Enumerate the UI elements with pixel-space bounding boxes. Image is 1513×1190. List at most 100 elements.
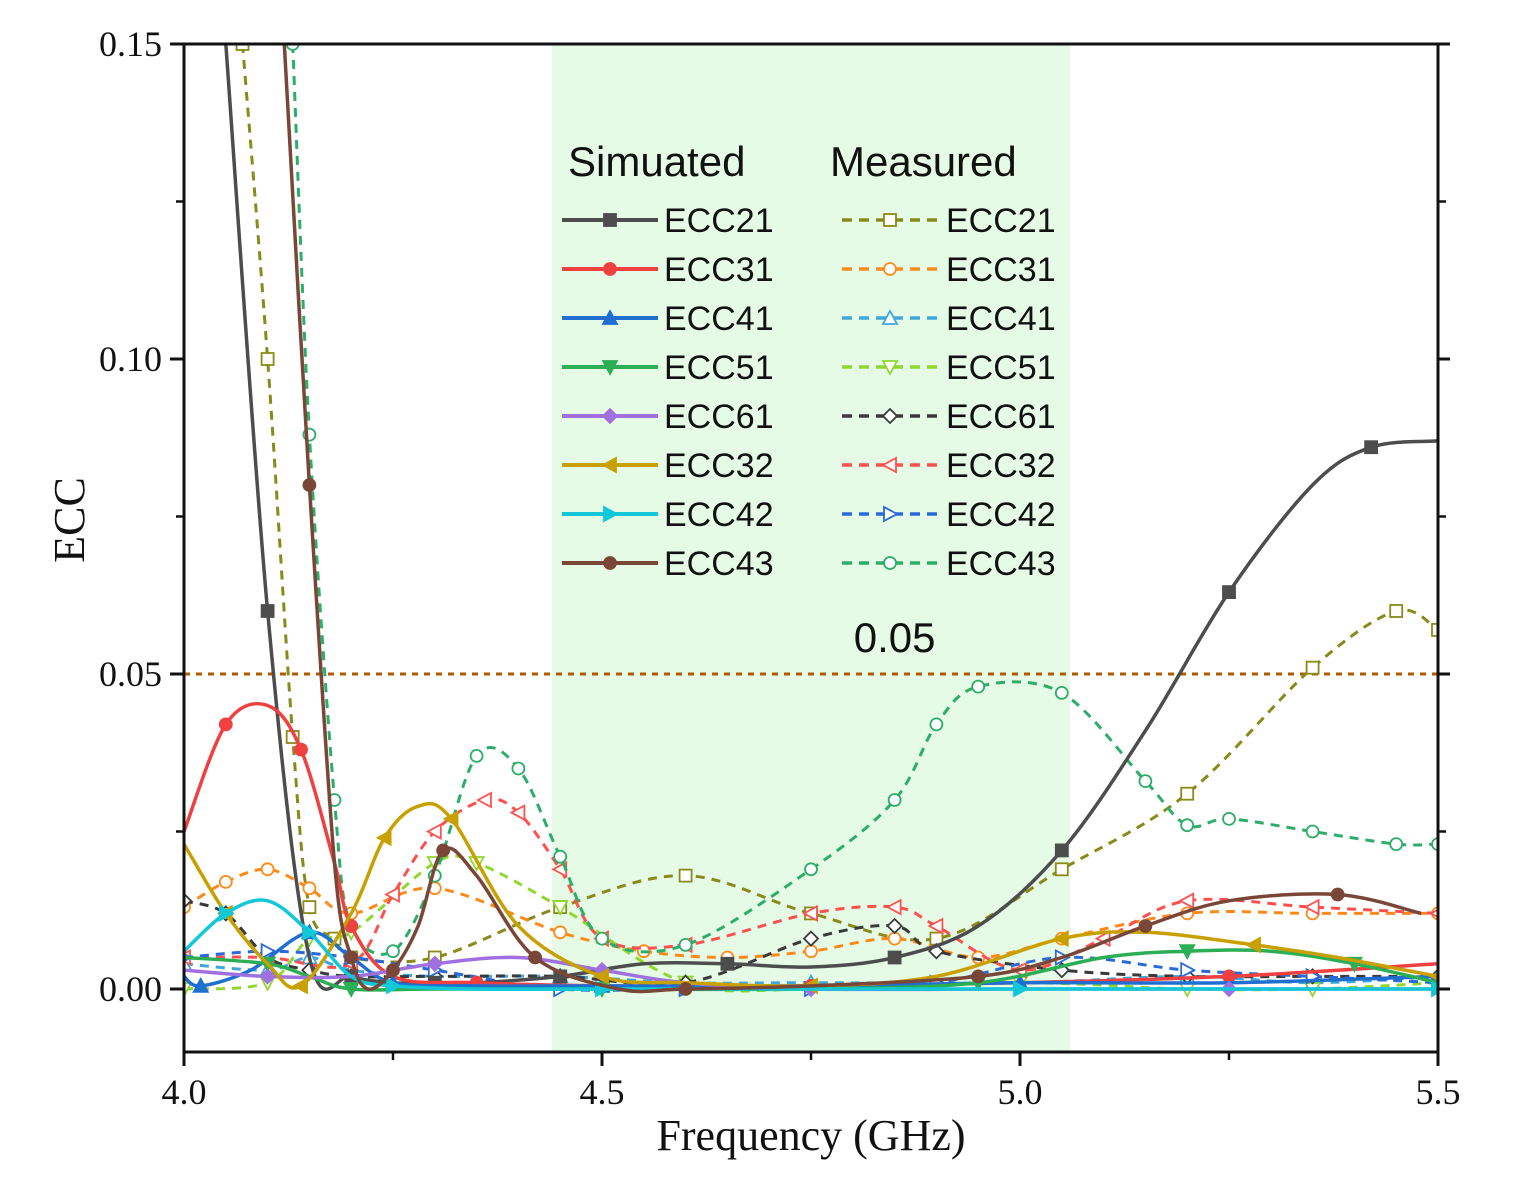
legend-label-simulated: ECC61 <box>664 398 774 436</box>
legend-label-simulated: ECC41 <box>664 300 774 338</box>
legend-marker-simulated <box>601 407 619 425</box>
measured-point-ecc32 <box>802 904 818 922</box>
simulated-point-ecc32 <box>375 829 392 847</box>
measured-point-ecc21 <box>678 868 693 883</box>
measured-point-ecc43 <box>1305 824 1320 839</box>
legend-label-simulated: ECC43 <box>664 545 774 583</box>
legend-marker-measured <box>881 309 899 325</box>
measured-point-ecc43 <box>929 717 944 732</box>
legend-label-measured: ECC31 <box>946 251 1056 289</box>
measured-point-ecc32 <box>1178 892 1195 910</box>
legend-marker-simulated <box>603 213 617 227</box>
simulated-point-ecc31 <box>1222 969 1236 984</box>
legend-label-measured: ECC32 <box>946 447 1056 485</box>
measured-point-ecc61 <box>802 930 820 947</box>
legend-marker-simulated <box>601 360 619 376</box>
simulated-point-ecc43 <box>1138 919 1153 933</box>
simulated-line-ecc43 <box>282 44 1422 994</box>
y-tick-label: 0.10 <box>99 339 162 379</box>
measured-point-ecc43 <box>1222 812 1236 826</box>
measured-point-ecc32 <box>885 898 902 916</box>
measured-point-ecc43 <box>678 938 693 952</box>
simulated-point-ecc32 <box>292 977 308 995</box>
legend-label-measured: ECC21 <box>946 202 1056 240</box>
simulated-series-ecc21 <box>224 44 1438 991</box>
measured-point-ecc21 <box>1180 786 1195 801</box>
simulated-point-ecc51 <box>1178 944 1196 961</box>
measured-point-ecc31 <box>218 875 233 889</box>
simulated-point-ecc43 <box>1330 887 1345 902</box>
legend-label-measured: ECC61 <box>946 398 1056 436</box>
measured-point-ecc51 <box>551 900 569 916</box>
x-tick-label: 5.0 <box>998 1072 1043 1112</box>
legend-label-measured: ECC43 <box>946 545 1056 583</box>
legend-header-measured: Measured <box>830 138 1017 185</box>
measured-point-ecc43 <box>1054 686 1069 700</box>
measured-point-ecc31 <box>887 931 902 946</box>
simulated-series-ecc42 <box>184 898 1438 998</box>
legend-marker-simulated <box>603 262 617 276</box>
legend-marker-measured <box>881 407 899 425</box>
shaded-band-rect <box>551 44 1071 1052</box>
measured-point-ecc32 <box>509 804 526 822</box>
simulated-point-ecc31 <box>218 717 233 732</box>
simulated-point-ecc42 <box>1013 980 1029 998</box>
measured-point-ecc32 <box>1303 898 1320 916</box>
y-axis-title: ECC <box>45 477 94 563</box>
simulated-point-ecc43 <box>436 843 451 858</box>
measured-point-ecc43 <box>804 862 818 877</box>
legend-marker-simulated <box>601 456 617 474</box>
simulated-point-ecc42 <box>218 904 235 922</box>
simulated-point-ecc43 <box>678 982 693 996</box>
measured-point-ecc43 <box>1138 774 1153 788</box>
legend-marker-measured <box>881 360 899 376</box>
measured-point-ecc32 <box>927 917 944 935</box>
measured-point-ecc43 <box>511 761 526 776</box>
simulated-point-ecc32 <box>442 810 459 828</box>
simulated-point-ecc21 <box>720 956 735 971</box>
simulated-point-ecc21 <box>1364 440 1379 455</box>
legend-marker-simulated <box>603 505 619 523</box>
legend-header-simulated: Simuated <box>568 138 745 185</box>
measured-point-ecc43 <box>1389 837 1404 851</box>
measured-line-ecc41 <box>184 955 1438 985</box>
y-tick-label: 0.05 <box>99 654 162 694</box>
simulated-point-ecc32 <box>593 967 609 985</box>
simulated-point-ecc41 <box>192 976 210 993</box>
legend-marker-measured <box>883 505 899 523</box>
measured-point-ecc43 <box>595 931 609 946</box>
measured-point-ecc21 <box>235 44 250 51</box>
measured-point-ecc31 <box>302 881 317 896</box>
measured-point-ecc61 <box>184 892 193 910</box>
measured-point-ecc31 <box>804 944 818 959</box>
x-tick-label: 4.5 <box>580 1072 625 1112</box>
shaded-band <box>551 44 1071 1052</box>
measured-point-ecc21 <box>1054 862 1069 877</box>
simulated-point-ecc61 <box>259 968 276 985</box>
legend-label-measured: ECC51 <box>946 349 1056 387</box>
simulated-point-ecc43 <box>344 950 359 965</box>
x-axis-title: Frequency (GHz) <box>656 1111 965 1160</box>
reference-line-group: 0.05 <box>184 614 1438 676</box>
measured-point-ecc31 <box>260 862 275 877</box>
simulated-point-ecc21 <box>1054 843 1069 858</box>
measured-point-ecc43 <box>469 749 484 763</box>
axis-ticks: 4.0 4.5 5.0 5.5 0.00 0.05 0.10 0.15 <box>99 24 1461 1112</box>
legend-label-measured: ECC42 <box>946 496 1056 534</box>
legend-label-measured: ECC41 <box>946 300 1056 338</box>
x-tick-label: 5.5 <box>1416 1072 1461 1112</box>
measured-point-ecc21 <box>260 352 275 366</box>
simulated-point-ecc43 <box>386 963 400 977</box>
simulated-point-ecc32 <box>1245 936 1261 954</box>
measured-line-ecc21 <box>241 44 1438 964</box>
measured-point-ecc21 <box>1389 604 1404 618</box>
measured-point-ecc21 <box>302 900 317 914</box>
legend: Simuated Measured ECC21 ECC31 ECC41 ECC51 ECC6… <box>562 138 1056 583</box>
simulated-line-ecc42 <box>184 898 1438 991</box>
measured-point-ecc42 <box>1180 961 1197 979</box>
measured-point-ecc43 <box>887 793 902 807</box>
legend-marker-measured <box>883 556 897 570</box>
measured-point-ecc31 <box>553 925 568 940</box>
simulated-point-ecc21 <box>1222 585 1236 599</box>
measured-point-ecc32 <box>425 822 442 841</box>
